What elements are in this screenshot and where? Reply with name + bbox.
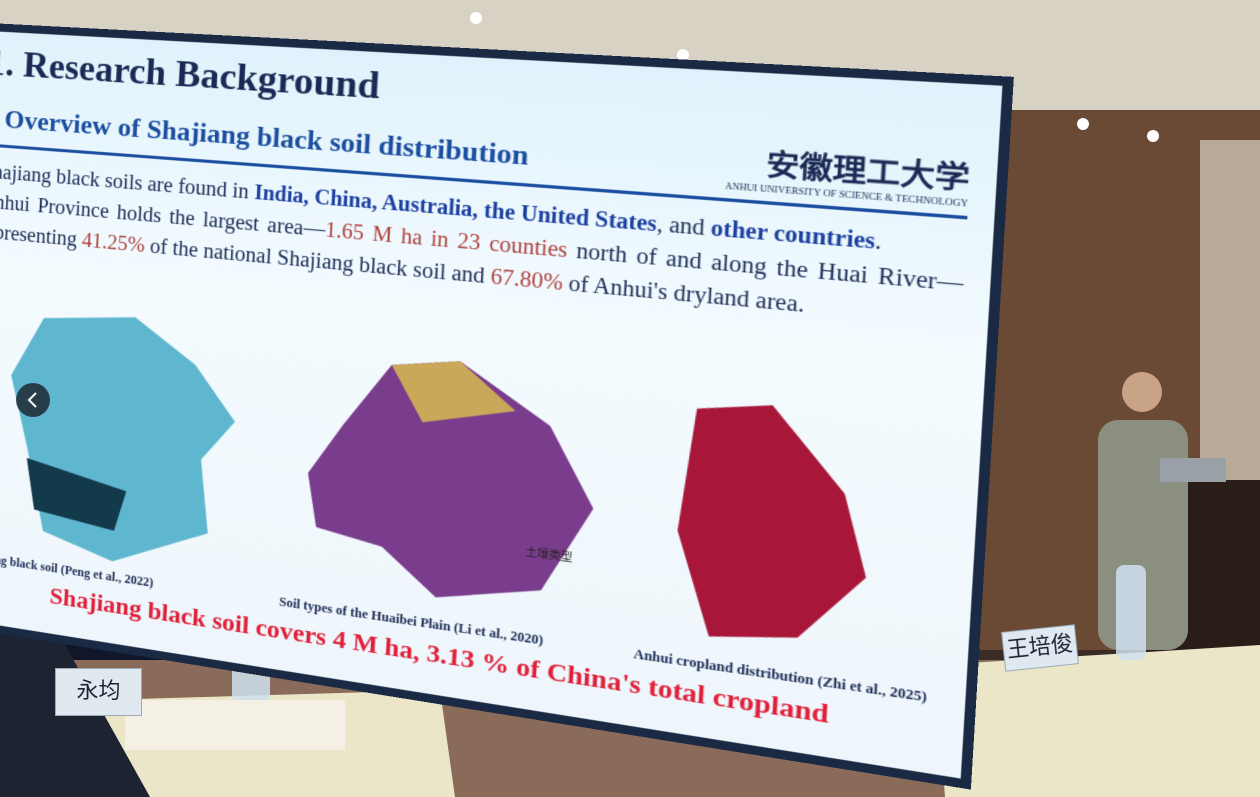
light (1077, 118, 1089, 130)
speaker-head (1122, 372, 1162, 412)
slide-title: 1. Research Background (0, 42, 381, 107)
map-china-region (2, 304, 240, 578)
chevron (27, 392, 37, 408)
text: , and (656, 212, 712, 242)
light (470, 12, 482, 24)
maps (2, 304, 876, 659)
laptop (1160, 458, 1226, 482)
table-right (935, 645, 1260, 797)
map-huaibei (302, 346, 601, 620)
map-cropland (671, 396, 876, 659)
bottle (1116, 565, 1146, 660)
highlight: 67.80% (489, 264, 564, 296)
highlight: 41.25% (81, 229, 146, 258)
map-huaibei-zone (388, 354, 519, 433)
slide: 1. Research Background Overview of Shaji… (0, 30, 1003, 779)
text: . (874, 228, 883, 255)
carousel-prev-button[interactable] (16, 383, 50, 417)
notebook (125, 700, 345, 750)
light (677, 49, 689, 61)
nameplate: 永均 (55, 668, 142, 716)
nameplate: 王培俊 (1001, 624, 1079, 672)
slide-heading: Overview of Shajiang black soil distribu… (3, 104, 530, 172)
light (1147, 130, 1159, 142)
